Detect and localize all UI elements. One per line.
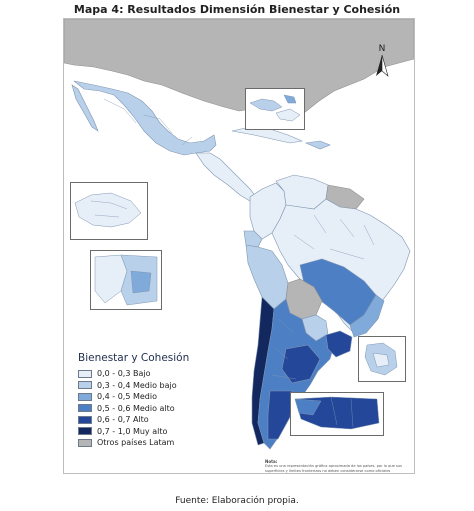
- legend-label: 0,4 - 0,5 Medio: [97, 392, 157, 401]
- ecuador: [243, 230, 263, 248]
- legend-swatch: [78, 438, 92, 447]
- legend-item-bajo: 0,0 - 0,3 Bajo: [78, 368, 189, 379]
- legend-label: Otros países Latam: [97, 438, 175, 447]
- note-text: Esta es una representación gráfica aprox…: [265, 464, 402, 473]
- mexico-baja: [71, 84, 99, 132]
- legend-swatch: [78, 415, 92, 424]
- north-label: N: [379, 44, 386, 54]
- legend-item-alto: 0,6 - 0,7 Alto: [78, 414, 189, 425]
- map-area: [63, 18, 415, 474]
- legend-label: 0,6 - 0,7 Alto: [97, 415, 149, 424]
- inset-patagonia: [290, 392, 384, 436]
- note-title: Nota:: [265, 459, 278, 464]
- legend-label: 0,5 - 0,6 Medio alto: [97, 403, 175, 413]
- legend-title: Bienestar y Cohesión: [78, 352, 190, 364]
- legend-swatch: [78, 369, 92, 378]
- legend-label: 0,3 - 0,4 Medio bajo: [97, 380, 177, 390]
- legend-swatch: [78, 392, 92, 401]
- legend-swatch: [78, 404, 92, 412]
- north-arrow: N: [372, 42, 392, 78]
- source-caption: Fuente: Elaboración propia.: [175, 496, 299, 506]
- map-legend: Bienestar y Cohesión 0,0 - 0,3 Bajo 0,3 …: [78, 352, 189, 449]
- legend-item-medio-alto: 0,5 - 0,6 Medio alto: [78, 403, 189, 414]
- map-note: Nota: Esta es una representación gráfica…: [265, 459, 415, 473]
- argentina-pampas: [281, 344, 321, 384]
- legend-swatch: [78, 427, 92, 435]
- inset-uruguay: [358, 336, 406, 382]
- legend-swatch: [78, 381, 92, 389]
- inset-caribbean: [245, 88, 305, 130]
- inset-andes: [90, 250, 162, 310]
- latin-america-map: [64, 19, 414, 473]
- legend-item-otros: Otros países Latam: [78, 437, 189, 448]
- legend-item-medio-bajo: 0,3 - 0,4 Medio bajo: [78, 380, 189, 391]
- hispaniola: [304, 140, 331, 150]
- legend-item-muy-alto: 0,7 - 1,0 Muy alto: [78, 426, 189, 437]
- legend-label: 0,0 - 0,3 Bajo: [97, 369, 151, 378]
- uruguay: [325, 330, 353, 358]
- inset-central-america: [70, 182, 148, 240]
- argentina-patagonia: [267, 390, 293, 440]
- legend-label: 0,7 - 1,0 Muy alto: [97, 426, 168, 436]
- legend-item-medio: 0,4 - 0,5 Medio: [78, 391, 189, 402]
- map-title: Mapa 4: Resultados Dimensión Bienestar y…: [73, 3, 401, 16]
- brazil-south: [349, 294, 385, 338]
- mexico: [73, 80, 217, 156]
